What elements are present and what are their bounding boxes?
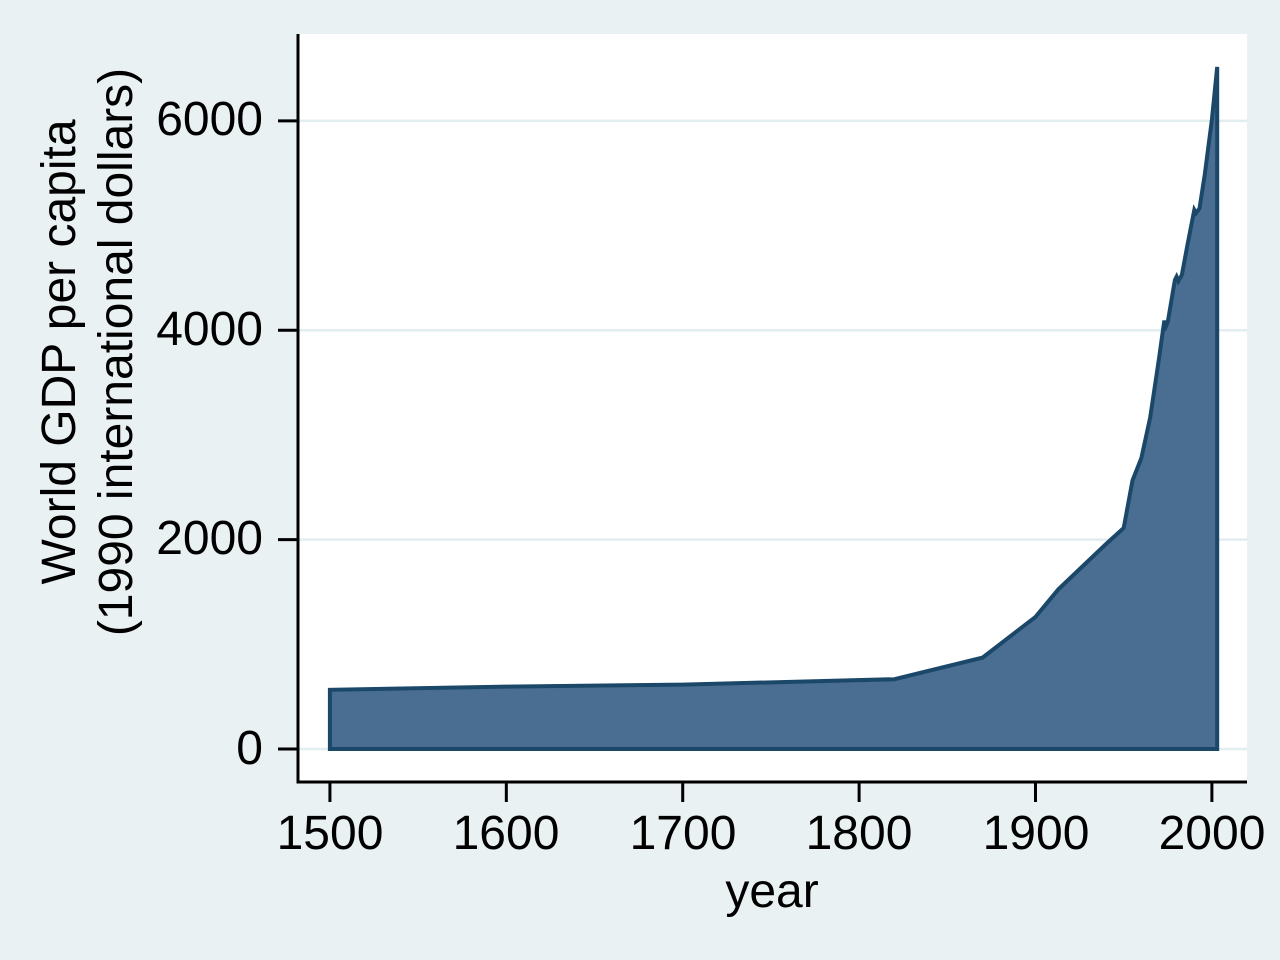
y-axis-title: World GDP per capita (1990 international…	[31, 0, 145, 802]
axes	[296, 34, 1247, 784]
x-tick-label-1900: 1900	[982, 807, 1090, 860]
y-tick-label-4000: 4000	[156, 303, 263, 356]
y-axis-title-line2: (1990 international dollars)	[90, 67, 143, 637]
x-tick-label-2000: 2000	[1158, 807, 1266, 860]
y-tick-label-0: 0	[236, 722, 263, 775]
x-axis-title: year	[725, 865, 819, 918]
y-tick-label-6000: 6000	[156, 93, 263, 146]
y-axis-title-line1: World GDP per capita	[33, 119, 86, 585]
gdp-area-series	[327, 66, 1220, 751]
y-tick-label-2000: 2000	[156, 512, 263, 565]
x-tick-label-1800: 1800	[805, 807, 913, 860]
x-tick-label-1700: 1700	[629, 807, 737, 860]
tick-marks	[278, 119, 1214, 802]
x-tick-label-1600: 1600	[452, 807, 560, 860]
x-tick-label-1500: 1500	[276, 807, 384, 860]
